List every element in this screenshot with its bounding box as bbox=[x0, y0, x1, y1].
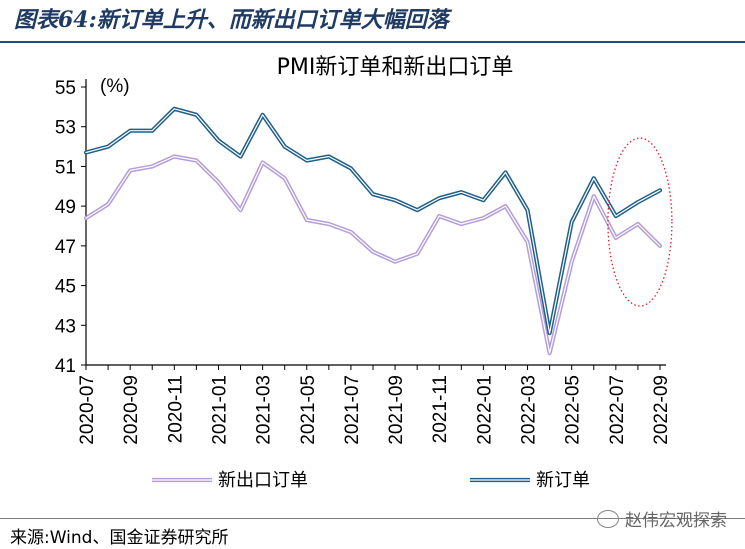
y-tick-label: 45 bbox=[55, 277, 76, 298]
watermark: 赵伟宏观探索 bbox=[597, 506, 727, 531]
x-tick-label: 2022-07 bbox=[607, 375, 628, 445]
y-axis-unit-label: (%) bbox=[100, 76, 130, 97]
x-tick-label: 2021-07 bbox=[342, 375, 363, 445]
y-tick-label: 43 bbox=[55, 316, 76, 337]
wechat-icon bbox=[597, 509, 619, 528]
export-orders-line-inner bbox=[85, 155, 661, 354]
x-tick-label: 2021-01 bbox=[209, 375, 230, 445]
source-note: 来源:Wind、国金证券研究所 bbox=[10, 528, 229, 548]
x-tick-label: 2020-09 bbox=[121, 375, 142, 445]
y-tick-label: 47 bbox=[55, 237, 76, 258]
header-rule bbox=[0, 41, 745, 43]
chart-title: PMI新订单和新出口订单 bbox=[277, 55, 514, 80]
figure-title: 图表64:新订单上升、而新出口订单大幅回落 bbox=[14, 7, 449, 33]
y-tick-label: 53 bbox=[55, 118, 76, 139]
x-tick-label: 2020-11 bbox=[165, 375, 186, 443]
watermark-text: 赵伟宏观探索 bbox=[625, 511, 727, 531]
x-tick-label: 2021-11 bbox=[430, 375, 451, 443]
new-orders-line-inner bbox=[85, 108, 661, 334]
x-tick-label: 2022-03 bbox=[519, 375, 540, 445]
y-tick-label: 41 bbox=[55, 356, 76, 377]
chart: PMI新订单和新出口订单 (%) 41 43 45 47 49 51 53 55 2020-07 20… bbox=[55, 55, 673, 491]
x-tick-label: 2021-09 bbox=[386, 375, 407, 445]
y-tick-label: 55 bbox=[55, 78, 76, 99]
x-tick-label: 2022-05 bbox=[563, 375, 584, 445]
x-tick-label: 2022-01 bbox=[474, 375, 495, 445]
footer-rule bbox=[0, 518, 745, 519]
legend-new-orders-label: 新订单 bbox=[536, 470, 590, 491]
x-tick-label: 2021-03 bbox=[254, 375, 275, 445]
new-orders-line bbox=[83, 106, 663, 336]
x-tick-label: 2022-09 bbox=[651, 375, 672, 445]
highlight-ellipse bbox=[607, 137, 673, 307]
x-tick-label: 2020-07 bbox=[77, 375, 98, 445]
legend-export-label: 新出口订单 bbox=[218, 470, 308, 491]
x-tick-label: 2021-05 bbox=[298, 375, 319, 445]
y-tick-label: 49 bbox=[55, 197, 76, 218]
y-tick-label: 51 bbox=[55, 157, 76, 178]
